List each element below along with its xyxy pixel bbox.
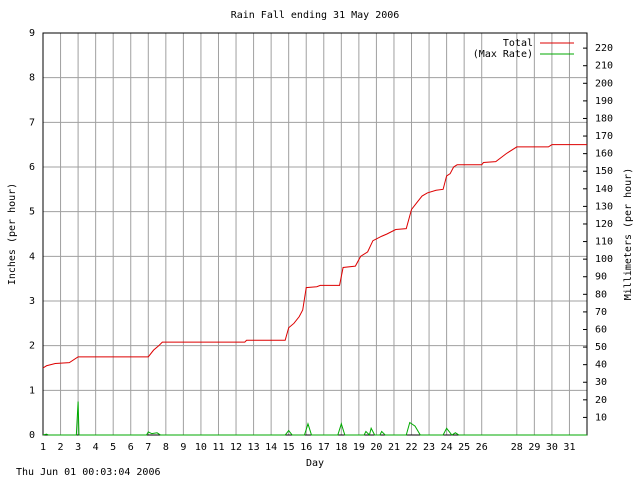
x-tick-label: 16: [300, 442, 312, 453]
x-tick-label: 23: [423, 442, 435, 453]
x-tick-label: 12: [230, 442, 242, 453]
chart-title: Rain Fall ending 31 May 2006: [231, 10, 400, 21]
legend-label: Total: [503, 38, 533, 49]
x-tick-label: 21: [388, 442, 400, 453]
x-tick-label: 1: [40, 442, 46, 453]
plot-frame: [42, 32, 588, 436]
y-tick-label: 7: [29, 117, 35, 128]
y2-tick-label: 160: [595, 149, 613, 160]
y2-tick-label: 150: [595, 166, 613, 177]
y2-tick-label: 30: [595, 377, 607, 388]
x-tick-label: 10: [195, 442, 207, 453]
y-tick-label: 2: [29, 341, 35, 352]
y2-tick-label: 210: [595, 61, 613, 72]
x-axis-label: Day: [306, 458, 324, 469]
x-tick-label: 15: [283, 442, 295, 453]
x-tick-label: 22: [405, 442, 417, 453]
x-tick-label: 13: [248, 442, 260, 453]
y2-tick-label: 80: [595, 289, 607, 300]
y-tick-label: 5: [29, 207, 35, 218]
y-tick-label: 9: [29, 28, 35, 39]
y2-axis-label: Millimeters (per hour): [623, 168, 634, 300]
footer: Thu Jun 01 00:03:04 2006: [16, 467, 161, 478]
y-tick-label: 3: [29, 296, 35, 307]
x-tick-label: 4: [93, 442, 99, 453]
x-tick-label: 6: [128, 442, 134, 453]
y2-tick-label: 70: [595, 307, 607, 318]
x-tick-label: 26: [476, 442, 488, 453]
x-tick-label: 24: [441, 442, 453, 453]
x-tick-label: 17: [318, 442, 330, 453]
x-tick-label: 14: [265, 442, 277, 453]
x-tick-label: 7: [145, 442, 151, 453]
y2-tick-label: 60: [595, 324, 607, 335]
y2-tick-label: 40: [595, 360, 607, 371]
x-tick-label: 9: [180, 442, 186, 453]
y2-tick-label: 50: [595, 342, 607, 353]
x-tick-label: 20: [370, 442, 382, 453]
y-tick-label: 1: [29, 385, 35, 396]
x-tick-label: 19: [353, 442, 365, 453]
y2-tick-label: 220: [595, 43, 613, 54]
x-tick-label: 8: [163, 442, 169, 453]
x-tick-label: 29: [528, 442, 540, 453]
y2-tick-label: 130: [595, 201, 613, 212]
y2-tick-label: 10: [595, 412, 607, 423]
y2-tick-label: 110: [595, 237, 613, 248]
legend-label: (Max Rate): [473, 49, 533, 60]
y2-tick-label: 90: [595, 272, 607, 283]
y2-tick-label: 100: [595, 254, 613, 265]
y2-tick-label: 20: [595, 395, 607, 406]
x-tick-label: 31: [563, 442, 575, 453]
x-tick-label: 3: [75, 442, 81, 453]
x-tick-label: 30: [546, 442, 558, 453]
x-tick-label: 5: [110, 442, 116, 453]
x-tick-label: 25: [458, 442, 470, 453]
y-tick-label: 4: [29, 251, 35, 262]
series-line: [42, 401, 587, 436]
series-line: [42, 144, 587, 369]
x-tick-label: 2: [58, 442, 64, 453]
y2-tick-label: 170: [595, 131, 613, 142]
y2-tick-label: 190: [595, 96, 613, 107]
y2-tick-label: 180: [595, 113, 613, 124]
x-tick-label: 11: [212, 442, 224, 453]
y2-tick-label: 140: [595, 184, 613, 195]
x-tick-label: 18: [335, 442, 347, 453]
y2-tick-label: 120: [595, 219, 613, 230]
y-tick-label: 6: [29, 162, 35, 173]
y-tick-label: 8: [29, 73, 35, 84]
x-tick-label: 28: [511, 442, 523, 453]
y-tick-label: 0: [29, 430, 35, 441]
y2-tick-label: 200: [595, 78, 613, 89]
y-axis-label: Inches (per hour): [7, 183, 18, 285]
